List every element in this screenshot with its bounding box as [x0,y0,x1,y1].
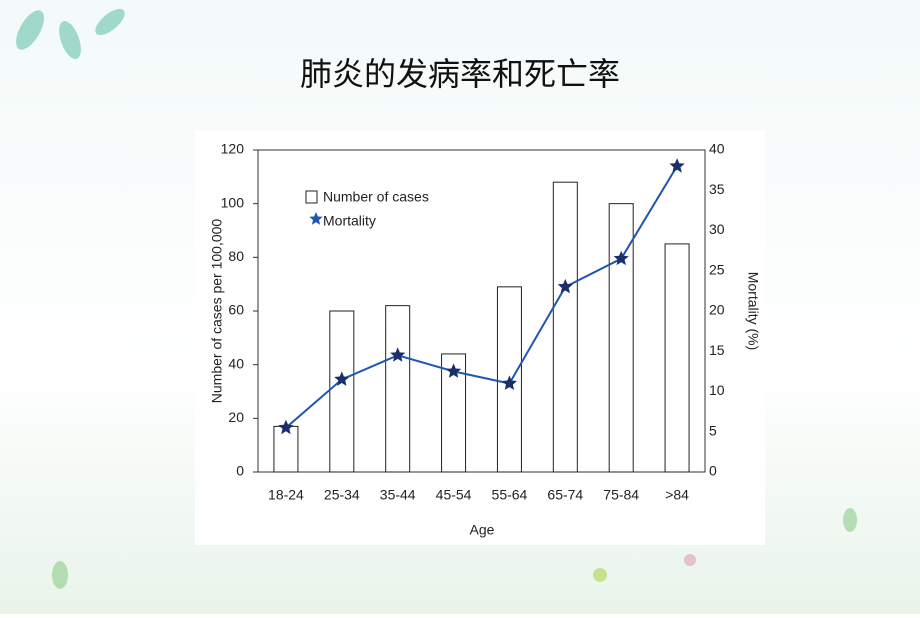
y2-tick-label: 30 [709,221,725,237]
mortality-marker [390,347,406,362]
legend-label: Mortality [323,213,376,229]
leaf-decoration [16,8,857,589]
y-tick-label: 80 [228,248,244,264]
y-tick-label: 60 [228,302,244,318]
y2-tick-label: 40 [709,141,725,157]
y-tick-label: 100 [221,194,245,210]
x-tick-label: 35-44 [380,487,416,503]
bar [329,310,355,473]
x-tick-label: 45-54 [436,487,472,503]
y2-axis-label: Mortality (%) [745,272,761,351]
bar [608,203,634,473]
y-tick-label: 0 [236,463,244,479]
x-tick-label: 55-64 [492,487,528,503]
y2-tick-label: 10 [709,382,725,398]
bar [273,425,299,473]
mortality-marker [278,419,294,435]
x-axis-label: Age [470,522,495,538]
y-axis-label: Number of cases per 100,000 [209,219,225,404]
y2-tick-label: 25 [709,261,725,277]
slide-title: 肺炎的发病率和死亡率 [300,55,620,93]
x-tick-label: >84 [665,487,689,503]
x-tick-label: 75-84 [603,487,639,503]
y-tick-label: 20 [228,409,244,425]
y-tick-label: 120 [221,141,245,157]
mortality-marker [334,371,350,386]
y2-tick-label: 5 [709,422,717,438]
mortality-marker [557,278,573,294]
mortality-marker [446,363,462,378]
mortality-line [285,165,678,429]
bar [664,243,690,473]
mortality-marker [613,250,629,266]
y-tick-label: 40 [228,355,244,371]
bar [552,181,578,473]
legend-marker [309,212,323,225]
mortality-marker [501,375,517,390]
y2-tick-label: 20 [709,302,725,318]
y2-tick-label: 0 [709,463,717,479]
y2-tick-label: 35 [709,181,725,197]
x-tick-label: 25-34 [324,487,360,503]
legend-label: Number of cases [323,189,429,205]
legend-swatch [305,190,318,204]
y2-tick-label: 15 [709,342,725,358]
x-tick-label: 65-74 [547,487,583,503]
x-tick-label: 18-24 [268,487,304,503]
mortality-marker [669,158,685,173]
bar [385,305,411,473]
